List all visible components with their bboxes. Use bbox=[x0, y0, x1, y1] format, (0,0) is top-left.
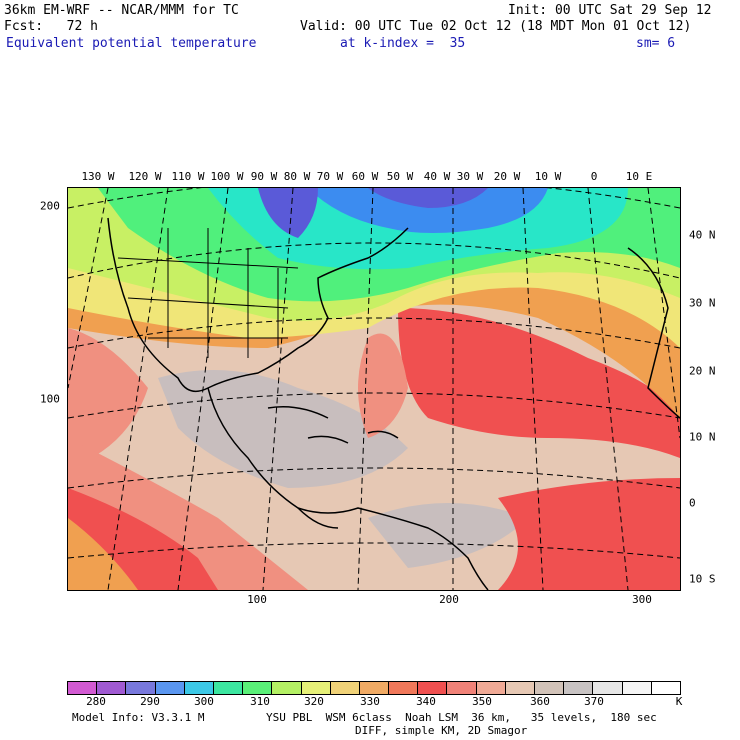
lon-tick: 120 W bbox=[128, 170, 162, 183]
map-canvas bbox=[68, 188, 680, 590]
colorbar-label: 340 bbox=[416, 695, 436, 708]
lat-tick: 10 S bbox=[689, 572, 716, 586]
graticule bbox=[68, 188, 680, 590]
lat-tick: 20 N bbox=[689, 364, 716, 378]
grid-tick-bottom-200: 200 bbox=[439, 593, 459, 606]
colorbar-swatch bbox=[97, 682, 127, 694]
colorbar-swatch bbox=[243, 682, 273, 694]
colorbar-label: 320 bbox=[304, 695, 324, 708]
grid-tick-left-200: 200 bbox=[40, 199, 60, 213]
smoothing-info: sm= 6 bbox=[636, 36, 676, 51]
field-red-south-atlantic bbox=[498, 478, 680, 590]
lon-tick: 80 W bbox=[283, 170, 311, 183]
lon-tick: 0 bbox=[590, 170, 598, 183]
grid-tick-bottom-300: 300 bbox=[632, 593, 652, 606]
model-info: Model Info: V3.3.1 M bbox=[72, 711, 205, 724]
colorbar-swatch bbox=[389, 682, 419, 694]
lon-tick: 20 W bbox=[493, 170, 521, 183]
lon-tick: 90 W bbox=[250, 170, 278, 183]
level-info: at k-index = 35 bbox=[340, 36, 466, 51]
colorbar bbox=[67, 681, 681, 695]
colorbar-label: 280 bbox=[86, 695, 106, 708]
colorbar-swatch bbox=[505, 682, 535, 694]
colorbar-swatch bbox=[564, 682, 594, 694]
colorbar-label: K bbox=[675, 695, 683, 708]
colorbar-swatch bbox=[184, 682, 214, 694]
diffusion-info: DIFF, simple KM, 2D Smagor bbox=[355, 724, 528, 737]
state-borders bbox=[117, 228, 299, 358]
physics-info: YSU PBL WSM 6class Noah LSM 36 km, 35 le… bbox=[266, 711, 657, 724]
colorbar-label: 370 bbox=[584, 695, 604, 708]
valid-time: Valid: 00 UTC Tue 02 Oct 12 (18 MDT Mon … bbox=[300, 19, 692, 34]
grid-tick-bottom-100: 100 bbox=[247, 593, 267, 606]
lat-tick: 30 N bbox=[689, 296, 716, 310]
colorbar-label: 310 bbox=[250, 695, 270, 708]
lon-tick: 60 W bbox=[351, 170, 379, 183]
colorbar-label: 330 bbox=[360, 695, 380, 708]
field-name: Equivalent potential temperature bbox=[6, 36, 257, 51]
field-salmon-central bbox=[358, 333, 408, 438]
colorbar-swatch bbox=[213, 682, 244, 694]
field-gray-south bbox=[368, 503, 528, 568]
lon-tick: 30 W bbox=[456, 170, 484, 183]
lat-tick: 40 N bbox=[689, 228, 716, 242]
lon-tick: 10 E bbox=[625, 170, 653, 183]
lon-tick: 70 W bbox=[316, 170, 344, 183]
colorbar-swatch bbox=[272, 682, 302, 694]
colorbar-swatch bbox=[126, 682, 156, 694]
lon-tick: 40 W bbox=[423, 170, 451, 183]
colorbar-swatch bbox=[447, 682, 477, 694]
grid-tick-left-100: 100 bbox=[40, 392, 60, 406]
colorbar-swatch bbox=[330, 682, 360, 694]
field-orange-sw bbox=[68, 518, 138, 590]
model-title: 36km EM-WRF -- NCAR/MMM for TC bbox=[4, 3, 239, 18]
lon-tick: 50 W bbox=[386, 170, 414, 183]
field-salmon-mexico bbox=[68, 328, 148, 468]
theta-e-map bbox=[67, 187, 681, 591]
colorbar-swatch bbox=[593, 682, 623, 694]
lat-tick: 0 bbox=[689, 496, 696, 510]
colorbar-label: 360 bbox=[530, 695, 550, 708]
field-red-atlantic bbox=[398, 308, 680, 458]
lon-tick: 130 W bbox=[81, 170, 115, 183]
colorbar-swatch bbox=[68, 682, 98, 694]
init-time: Init: 00 UTC Sat 29 Sep 12 bbox=[508, 3, 712, 18]
colorbar-label: 290 bbox=[140, 695, 160, 708]
lon-tick: 110 W bbox=[171, 170, 205, 183]
colorbar-swatch bbox=[359, 682, 390, 694]
lat-tick: 10 N bbox=[689, 430, 716, 444]
colorbar-swatch bbox=[535, 682, 565, 694]
field-purple-hudson bbox=[258, 188, 318, 238]
field-blue-band bbox=[308, 188, 548, 233]
field-purple-north bbox=[368, 188, 488, 208]
lon-tick: 10 W bbox=[534, 170, 562, 183]
colorbar-swatch bbox=[301, 682, 331, 694]
colorbar-swatch bbox=[651, 682, 680, 694]
colorbar-swatch bbox=[476, 682, 506, 694]
forecast-hour: Fcst: 72 h bbox=[4, 19, 98, 34]
colorbar-swatch bbox=[155, 682, 185, 694]
lon-tick: 100 W bbox=[210, 170, 244, 183]
colorbar-label: 300 bbox=[194, 695, 214, 708]
colorbar-swatch bbox=[418, 682, 448, 694]
colorbar-label: 350 bbox=[472, 695, 492, 708]
coastlines bbox=[107, 217, 489, 590]
colorbar-swatch bbox=[622, 682, 652, 694]
